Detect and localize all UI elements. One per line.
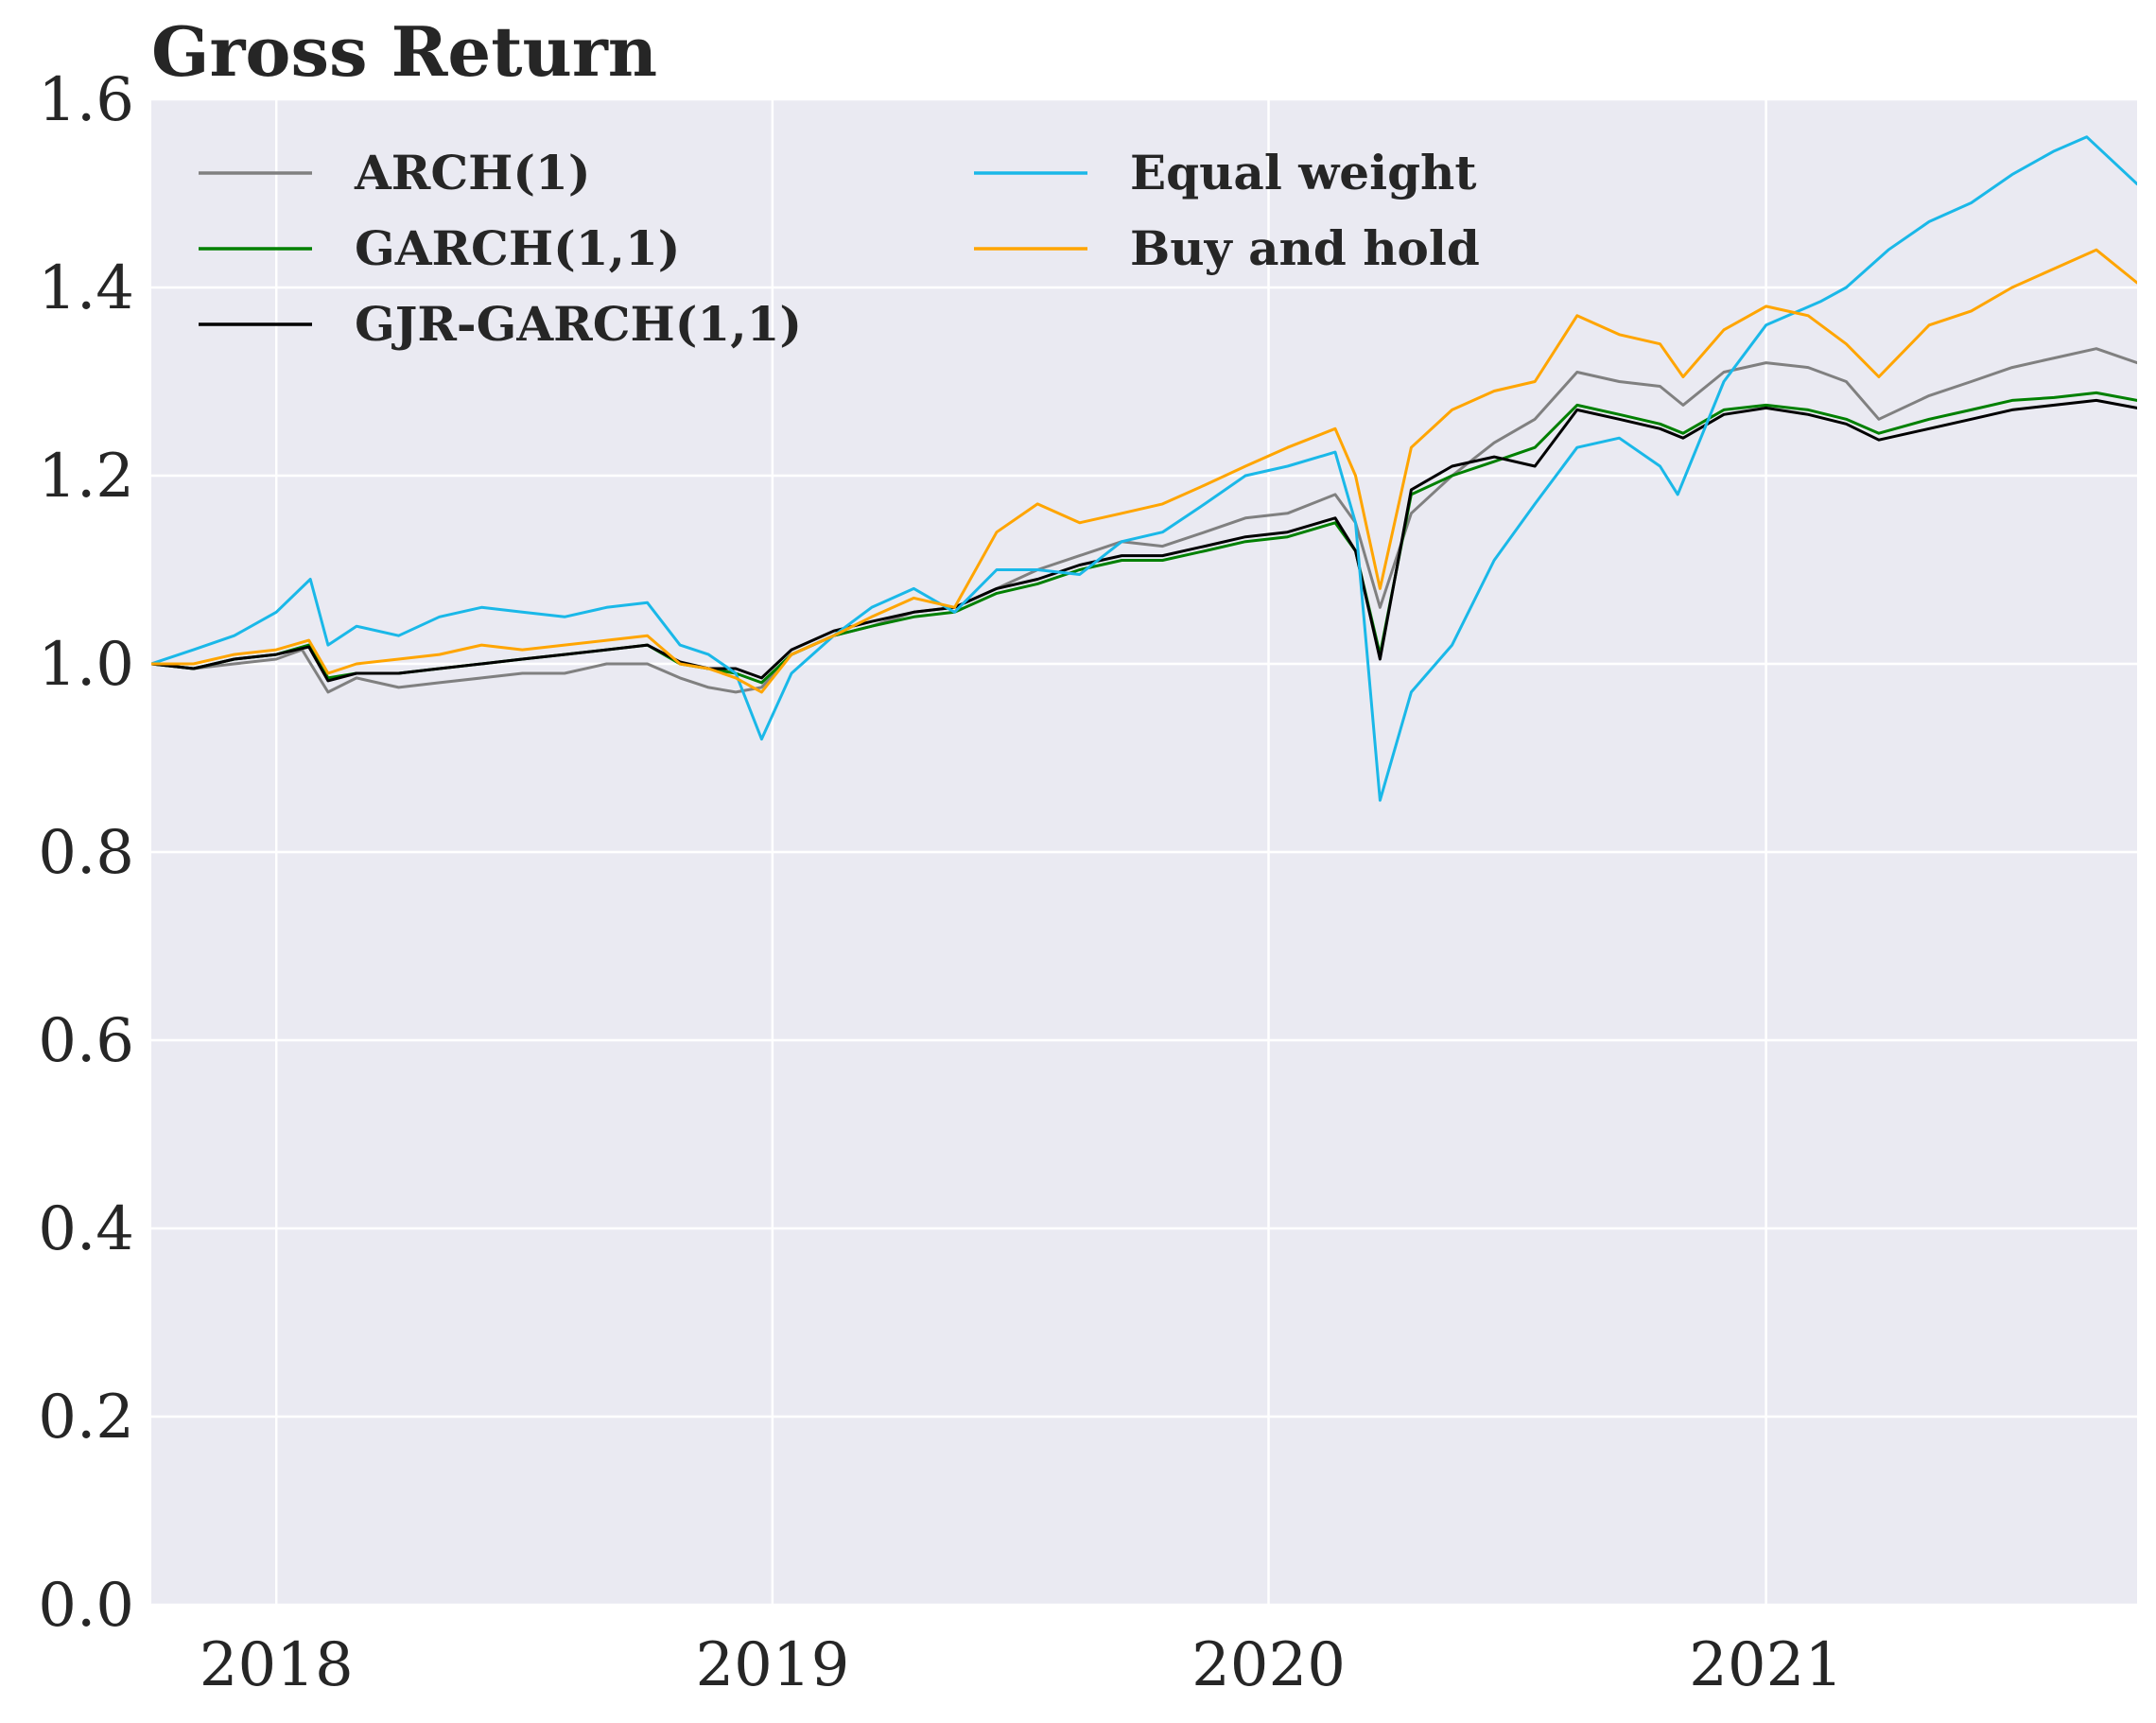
- y-tick-label: 1.0: [38, 630, 134, 700]
- series-line-3: [151, 135, 2137, 802]
- legend-label: Equal weight: [1130, 145, 1476, 200]
- chart-title: Gross Return: [151, 11, 657, 92]
- y-tick-label: 0.0: [38, 1571, 134, 1641]
- y-tick-label: 0.6: [38, 1006, 134, 1076]
- legend-label: Buy and hold: [1130, 220, 1480, 276]
- series-line-4: [151, 248, 2137, 694]
- y-tick-label: 1.4: [38, 253, 134, 323]
- y-tick-label: 1.2: [38, 442, 134, 512]
- x-tick-label: 2020: [1191, 1630, 1346, 1700]
- y-axis-ticks: 0.0 0.2 0.4 0.6 0.8 1.0 1.2 1.4 1.6: [38, 65, 134, 1641]
- gridlines: [151, 97, 2137, 1607]
- x-axis-ticks: 2018 2019 2020 2021: [200, 1630, 1843, 1700]
- legend-label: ARCH(1): [354, 145, 591, 200]
- series-lines: [151, 135, 2137, 802]
- y-tick-label: 0.2: [38, 1383, 134, 1453]
- x-tick-label: 2019: [695, 1630, 849, 1700]
- legend-label: GARCH(1,1): [355, 220, 680, 276]
- x-tick-label: 2021: [1689, 1630, 1843, 1700]
- y-tick-label: 0.8: [38, 818, 134, 888]
- y-tick-label: 0.4: [38, 1194, 134, 1264]
- y-tick-label: 1.6: [38, 65, 134, 135]
- x-tick-label: 2018: [200, 1630, 354, 1700]
- legend: ARCH(1) GARCH(1,1) GJR-GARCH(1,1) Equal wei…: [199, 145, 1480, 352]
- legend-label: GJR-GARCH(1,1): [355, 296, 802, 352]
- series-line-2: [151, 398, 2137, 683]
